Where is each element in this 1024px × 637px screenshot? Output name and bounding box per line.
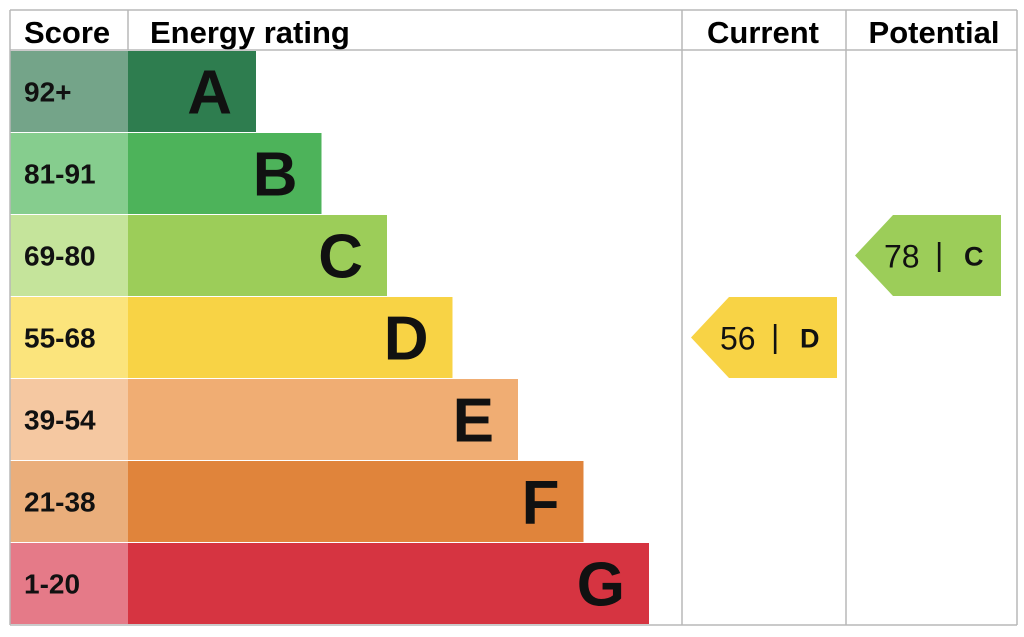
band-bar-d (128, 297, 453, 378)
band-letter-c: C (318, 223, 363, 292)
band-bar-g (128, 543, 649, 624)
potential-rating-band-letter: C (964, 242, 984, 272)
score-label-a: 92+ (24, 77, 72, 108)
score-cell-c (10, 215, 128, 296)
potential-rating-separator: | (935, 237, 943, 273)
band-letter-f: F (522, 469, 560, 538)
score-cell-g (10, 543, 128, 624)
band-letter-g: G (577, 551, 625, 620)
header-score: Score (24, 15, 110, 50)
band-bar-f (128, 461, 584, 542)
score-label-g: 1-20 (24, 569, 80, 600)
score-label-f: 21-38 (24, 487, 96, 518)
score-label-d: 55-68 (24, 323, 96, 354)
score-cell-d (10, 297, 128, 378)
band-letter-d: D (384, 305, 429, 374)
score-cell-f (10, 461, 128, 542)
band-bar-e (128, 379, 518, 460)
current-rating-value: 56 (720, 321, 756, 357)
current-rating-separator: | (771, 319, 779, 355)
band-bar-a (128, 51, 256, 132)
header-potential: Potential (869, 15, 1000, 50)
score-cell-e (10, 379, 128, 460)
header-energy-rating: Energy rating (150, 15, 350, 50)
score-cell-b (10, 133, 128, 214)
bands-layer: 92+ A 81-91 B 69-80 C 55-68 D 39-54 E 21-38 F 1-20 G (10, 51, 649, 624)
score-label-b: 81-91 (24, 159, 96, 190)
band-bar-b (128, 133, 322, 214)
potential-rating-arrow (855, 215, 1001, 296)
score-label-c: 69-80 (24, 241, 96, 272)
indicators-layer: 56 | D 78 | C (691, 215, 1001, 378)
band-letter-a: A (187, 59, 232, 128)
header-current: Current (707, 15, 819, 50)
score-label-e: 39-54 (24, 405, 96, 436)
current-rating-band-letter: D (800, 324, 820, 354)
score-cell-a (10, 51, 128, 132)
table-grid (9, 9, 1018, 626)
band-letter-e: E (453, 387, 494, 456)
potential-rating-value: 78 (884, 239, 920, 275)
band-bar-c (128, 215, 387, 296)
band-letter-b: B (253, 141, 298, 210)
current-rating-arrow (691, 297, 837, 378)
